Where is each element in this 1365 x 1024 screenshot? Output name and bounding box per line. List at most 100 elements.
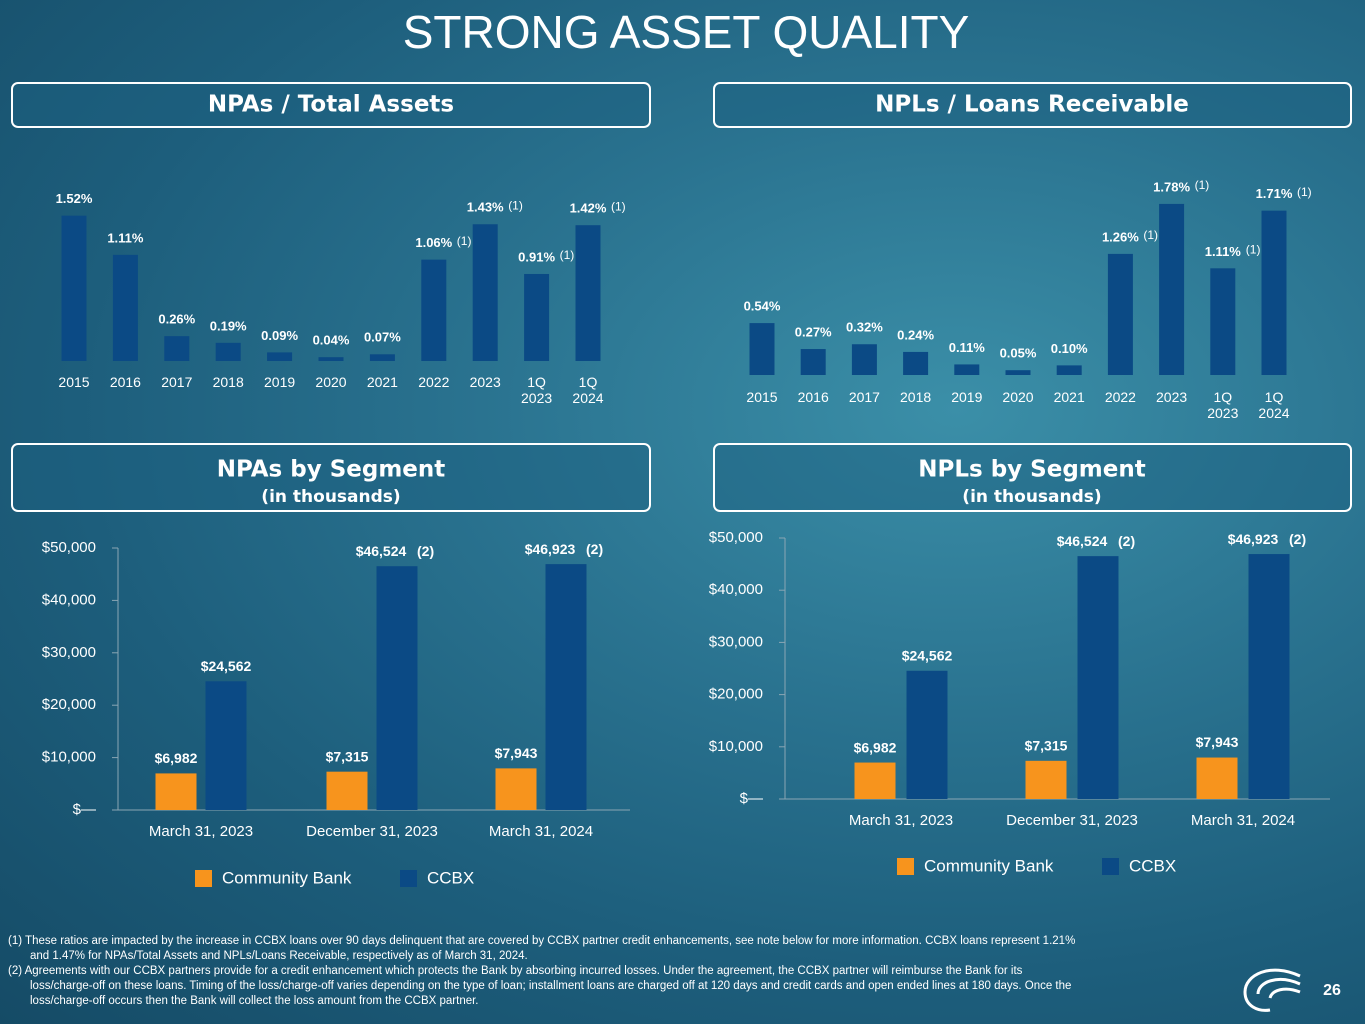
x-tick-label: March 31, 2023 xyxy=(849,812,953,829)
y-tick-label: $50,000 xyxy=(709,529,763,546)
x-tick-label: 2023 xyxy=(1156,389,1188,405)
page-number: 26 xyxy=(1323,982,1341,999)
bar xyxy=(112,254,138,361)
bar xyxy=(215,342,241,361)
x-tick-label: 2020 xyxy=(1002,389,1034,405)
x-tick-label: 1Q 2023 xyxy=(521,374,553,406)
y-tick-label: $30,000 xyxy=(709,633,763,650)
data-label: 0.09% xyxy=(261,328,298,343)
data-label: 0.19% xyxy=(210,318,247,333)
x-tick-label: 2016 xyxy=(109,374,141,390)
bar xyxy=(1196,757,1238,799)
annotation: (1) xyxy=(1195,178,1210,192)
data-label: 0.54% xyxy=(744,299,781,314)
legend-swatch xyxy=(195,870,212,887)
data-label: 0.04% xyxy=(313,333,350,348)
data-label: 1.26% xyxy=(1102,229,1139,244)
y-tick-label: $20,000 xyxy=(709,686,763,703)
data-label: $46,524 xyxy=(356,543,407,559)
bar xyxy=(155,773,197,810)
data-label: $7,943 xyxy=(495,745,538,761)
x-tick-label: 2022 xyxy=(1104,389,1136,405)
data-label: $7,315 xyxy=(326,748,369,764)
data-label: 1.52% xyxy=(56,191,93,206)
bar xyxy=(61,215,87,361)
x-tick-label: 2015 xyxy=(746,389,778,405)
bar xyxy=(267,352,293,361)
x-tick-label: March 31, 2024 xyxy=(1191,812,1295,829)
bar xyxy=(903,351,929,375)
bar xyxy=(318,357,344,361)
x-tick-label: 2020 xyxy=(315,374,347,390)
bar xyxy=(1005,370,1031,375)
x-tick-label: 2023 xyxy=(469,374,501,390)
footnotes: (1) These ratios are impacted by the inc… xyxy=(8,934,1078,1009)
bar xyxy=(1077,556,1119,799)
data-label: 1.11% xyxy=(1205,244,1242,259)
y-tick-label: $40,000 xyxy=(709,581,763,598)
data-label: $46,524 xyxy=(1057,533,1108,549)
chart-title: NPAs / Total Assets xyxy=(208,92,454,118)
data-label: 1.11% xyxy=(107,230,144,245)
x-tick-label: 1Q 2024 xyxy=(572,374,604,406)
bar xyxy=(369,354,395,361)
bar xyxy=(495,768,537,810)
bar xyxy=(1248,554,1290,799)
x-tick-label: March 31, 2023 xyxy=(149,823,253,840)
data-label: $24,562 xyxy=(201,658,252,674)
bar xyxy=(205,681,247,810)
y-tick-label: $— xyxy=(740,790,763,807)
x-tick-label: 1Q 2023 xyxy=(1207,389,1239,421)
bar xyxy=(1210,268,1236,375)
data-label: 0.32% xyxy=(846,320,883,335)
y-tick-label: $50,000 xyxy=(42,539,96,556)
data-label: $24,562 xyxy=(902,647,953,663)
annotation: (1) xyxy=(457,234,472,248)
x-tick-label: 2021 xyxy=(1053,389,1085,405)
annotation: (2) xyxy=(1118,533,1135,549)
x-tick-label: 2017 xyxy=(161,374,193,390)
x-tick-label: 2018 xyxy=(212,374,244,390)
annotation: (2) xyxy=(1289,531,1306,547)
logo xyxy=(1243,968,1301,1012)
data-label: 0.91% xyxy=(518,249,555,264)
annotation: (2) xyxy=(586,541,603,557)
data-label: 0.24% xyxy=(897,327,934,342)
x-tick-label: December 31, 2023 xyxy=(306,823,438,840)
data-label: 1.43% xyxy=(467,200,504,215)
bar xyxy=(1025,760,1067,799)
bar xyxy=(749,323,775,375)
legend-label: CCBX xyxy=(1129,856,1176,875)
y-tick-label: $— xyxy=(73,801,96,818)
legend-swatch xyxy=(897,858,914,875)
panel-header xyxy=(11,443,651,512)
x-tick-label: 2019 xyxy=(264,374,296,390)
bar xyxy=(575,225,601,361)
legend-label: Community Bank xyxy=(924,856,1054,875)
annotation: (2) xyxy=(417,543,434,559)
bar xyxy=(1261,210,1287,375)
bar xyxy=(906,670,948,799)
legend-label: CCBX xyxy=(427,868,474,887)
data-label: 1.71% xyxy=(1256,186,1293,201)
slide-title: STRONG ASSET QUALITY xyxy=(403,6,970,58)
x-tick-label: 2015 xyxy=(58,374,90,390)
chart-subtitle: (in thousands) xyxy=(962,487,1101,507)
bar xyxy=(545,564,587,810)
footnote: (1) These ratios are impacted by the inc… xyxy=(8,935,1076,962)
bar xyxy=(800,349,826,375)
y-tick-label: $40,000 xyxy=(42,591,96,608)
bar xyxy=(1056,365,1082,375)
panel-header xyxy=(713,443,1352,512)
bar xyxy=(472,224,498,361)
data-label: 0.05% xyxy=(1000,346,1037,361)
x-tick-label: December 31, 2023 xyxy=(1006,812,1138,829)
chart-title: NPLs / Loans Receivable xyxy=(875,92,1189,118)
data-label: 0.26% xyxy=(158,312,195,327)
data-label: $6,982 xyxy=(155,750,198,766)
bar xyxy=(1159,203,1185,375)
x-tick-label: 2017 xyxy=(848,389,880,405)
legend-swatch xyxy=(400,870,417,887)
